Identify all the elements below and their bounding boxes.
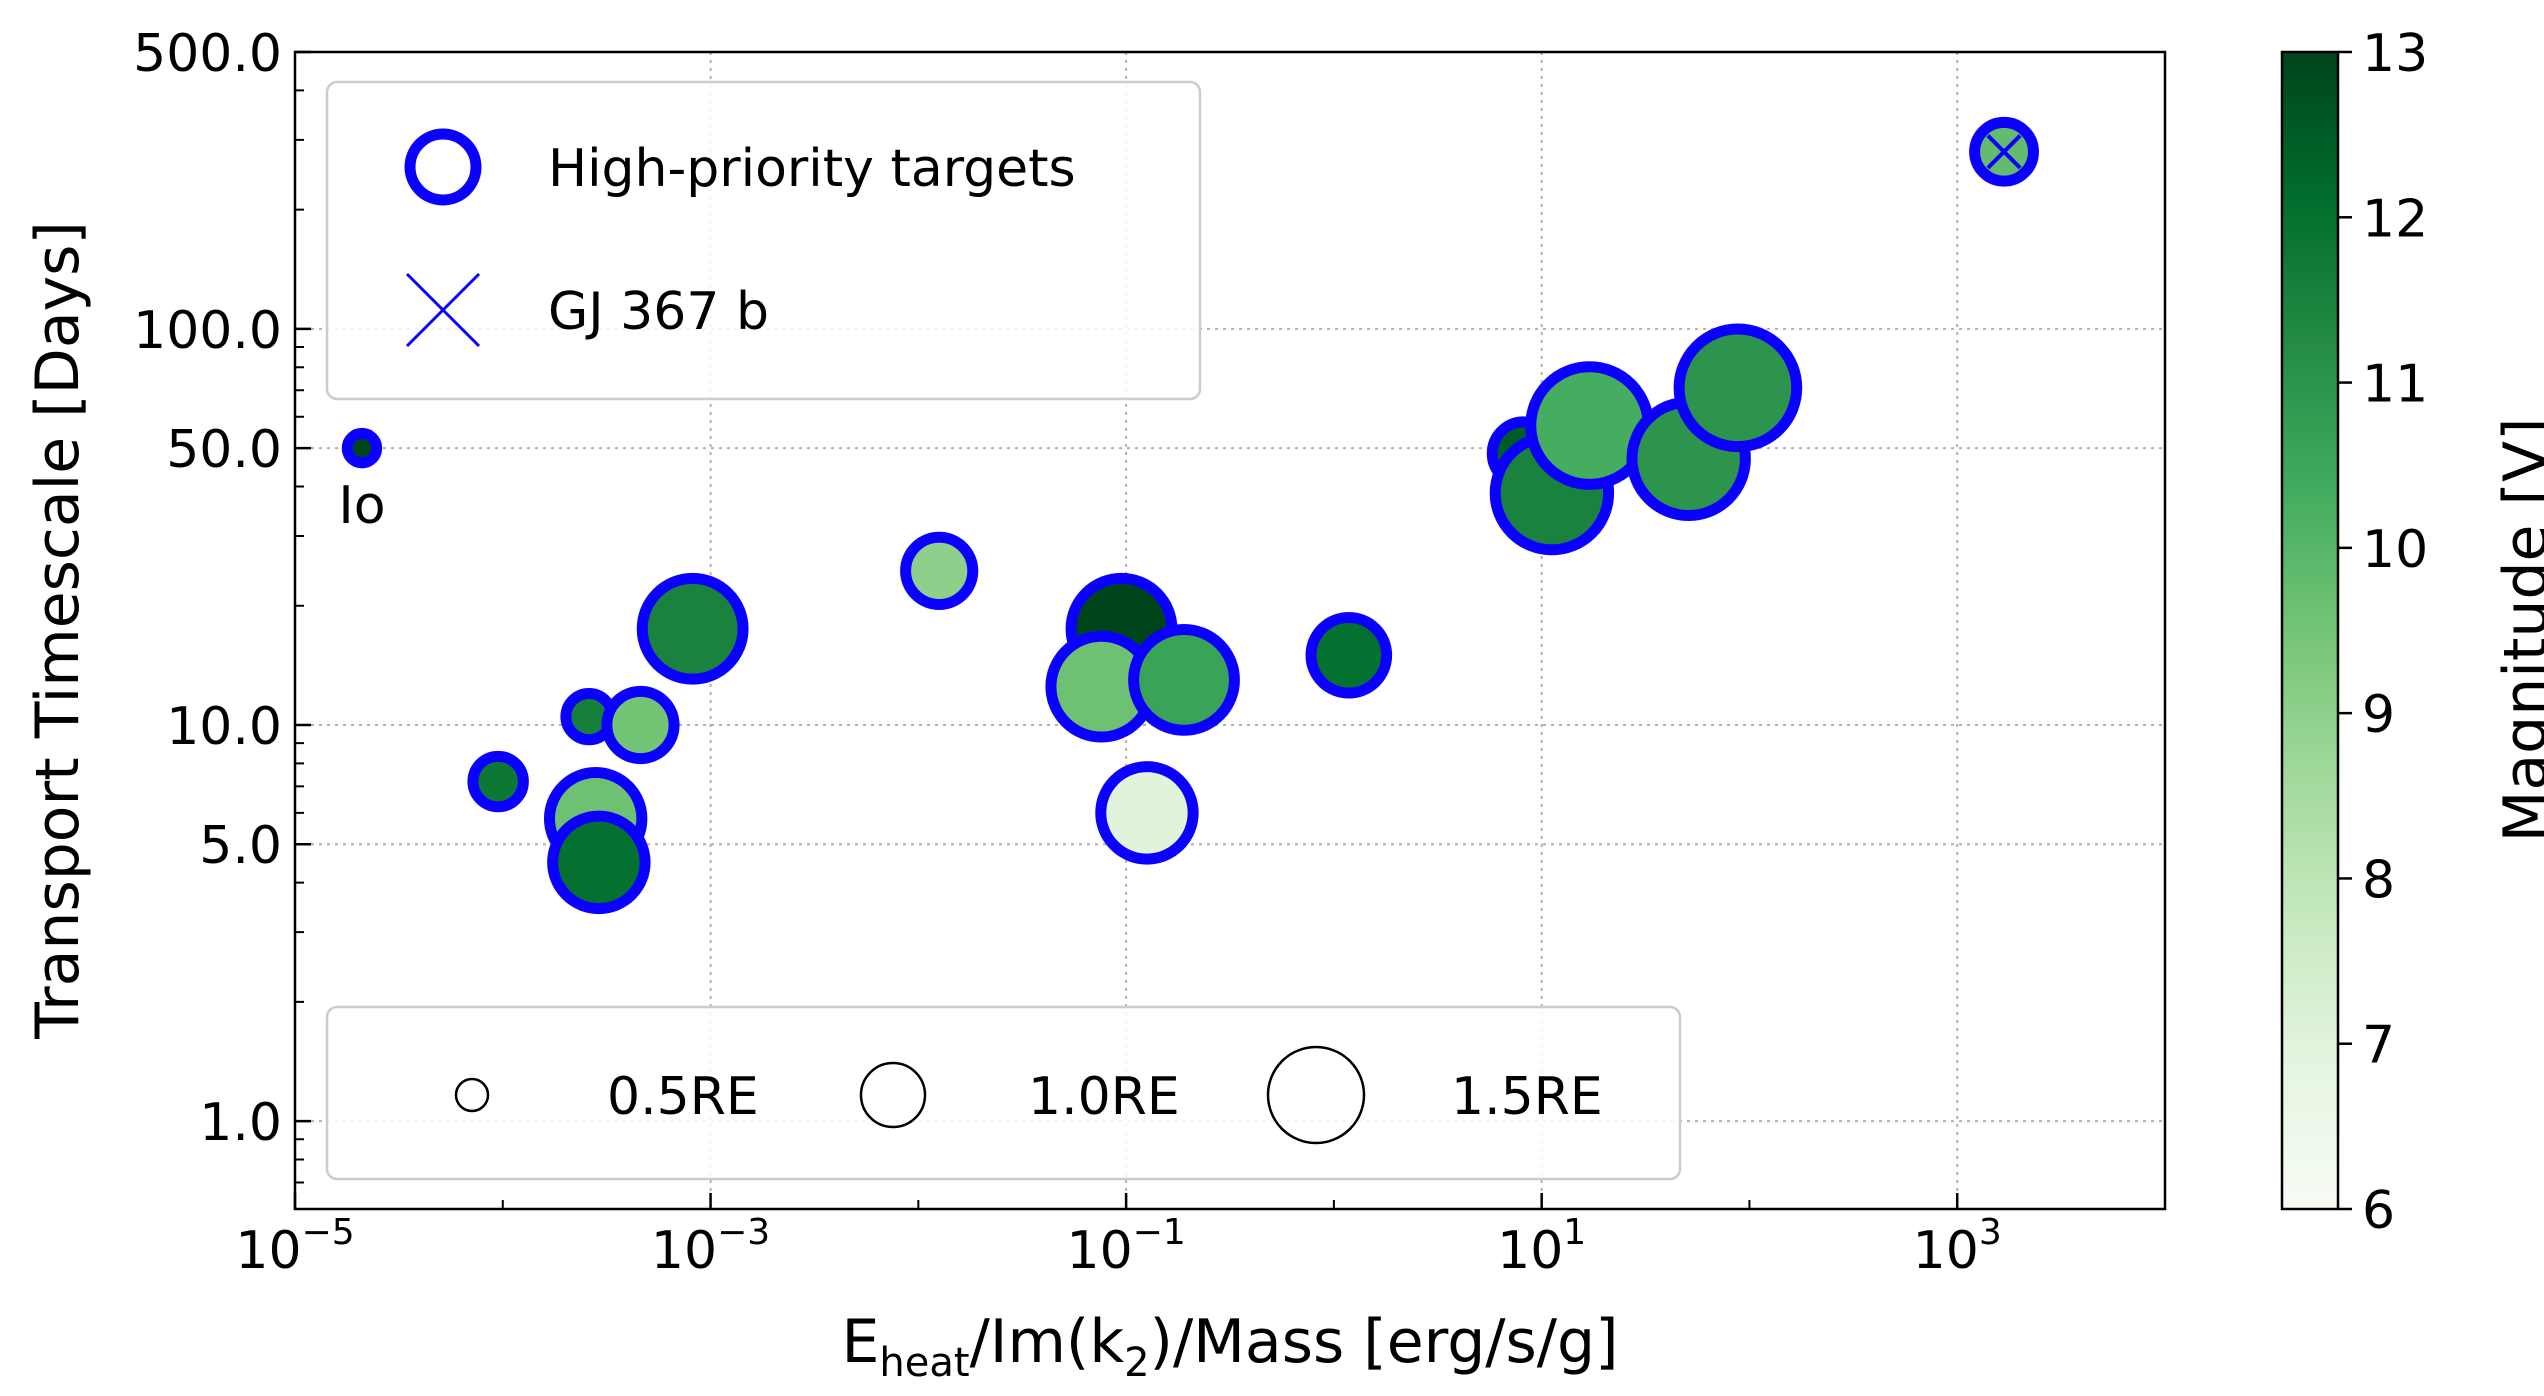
marker-legend: High-priority targets GJ 367 b bbox=[325, 80, 1202, 401]
y-tick-label: 10.0 bbox=[166, 697, 282, 757]
data-point bbox=[636, 572, 749, 685]
axis-ticks: 10−5 10−3 10−1 101 103 1.0 5.0 10.0 50.0 100.0 500… bbox=[133, 24, 2002, 1281]
colorbar-label: Magnitude [V] bbox=[2491, 418, 2544, 843]
y-tick-label: 100.0 bbox=[133, 301, 282, 361]
data-point bbox=[900, 531, 979, 610]
x-tick-label: 10−3 bbox=[651, 1212, 770, 1281]
data-point bbox=[467, 750, 529, 813]
colorbar-tick-label: 12 bbox=[2362, 189, 2428, 249]
data-point bbox=[1095, 761, 1199, 865]
point-label: Io bbox=[338, 476, 385, 536]
legend-label: High-priority targets bbox=[548, 139, 1076, 199]
y-tick-label: 1.0 bbox=[199, 1093, 282, 1153]
data-point bbox=[1673, 323, 1803, 453]
scatter-points: Io bbox=[338, 116, 2039, 915]
legend-label: 1.0RE bbox=[1028, 1067, 1180, 1127]
gj367b-x-marker bbox=[1986, 134, 2022, 170]
legends: High-priority targets GJ 367 b 0.5RE 1.0RE 1… bbox=[325, 80, 1682, 1181]
data-point bbox=[1305, 611, 1393, 699]
legend-size-circle bbox=[859, 1061, 927, 1129]
data-point bbox=[601, 685, 680, 765]
x-tick-label: 10−1 bbox=[1066, 1212, 1185, 1281]
legend-size-circle bbox=[454, 1077, 490, 1113]
size-legend: 0.5RE 1.0RE 1.5RE bbox=[325, 1005, 1682, 1181]
x-axis-label: Eheat/Im(k2)/Mass [erg/s/g] bbox=[841, 1307, 1618, 1386]
colorbar-tick-label: 7 bbox=[2362, 1016, 2395, 1076]
y-tick-label: 50.0 bbox=[166, 420, 282, 480]
colorbar-tick-label: 10 bbox=[2362, 520, 2428, 580]
data-point bbox=[547, 810, 651, 915]
legend-marker-open-circle bbox=[404, 128, 482, 206]
legend-box bbox=[325, 80, 1202, 401]
colorbar: 6 7 8 9 10 11 12 13 bbox=[2280, 24, 2428, 1241]
legend-label: 1.5RE bbox=[1451, 1067, 1603, 1127]
colorbar-tick-label: 8 bbox=[2362, 850, 2395, 910]
data-point bbox=[341, 427, 383, 469]
legend-marker-x bbox=[405, 272, 481, 348]
colorbar-tick-label: 11 bbox=[2362, 355, 2428, 415]
legend-label: GJ 367 b bbox=[548, 282, 769, 342]
x-tick-label: 103 bbox=[1913, 1212, 2002, 1281]
plot-area bbox=[293, 50, 2167, 1211]
y-tick-label: 5.0 bbox=[199, 816, 282, 876]
data-point bbox=[1128, 623, 1240, 736]
colorbar-gradient bbox=[2280, 50, 2340, 1211]
x-tick-label: 10−5 bbox=[235, 1212, 354, 1281]
colorbar-tick-label: 9 bbox=[2362, 685, 2395, 745]
legend-size-circle bbox=[1266, 1045, 1366, 1145]
colorbar-tick-label: 13 bbox=[2362, 24, 2428, 84]
legend-label: 0.5RE bbox=[607, 1067, 759, 1127]
y-axis-label: Transport Timescale [Days] bbox=[23, 221, 93, 1040]
y-tick-label: 500.0 bbox=[133, 24, 282, 84]
colorbar-tick-label: 6 bbox=[2362, 1181, 2395, 1241]
x-tick-label: 101 bbox=[1497, 1212, 1586, 1281]
